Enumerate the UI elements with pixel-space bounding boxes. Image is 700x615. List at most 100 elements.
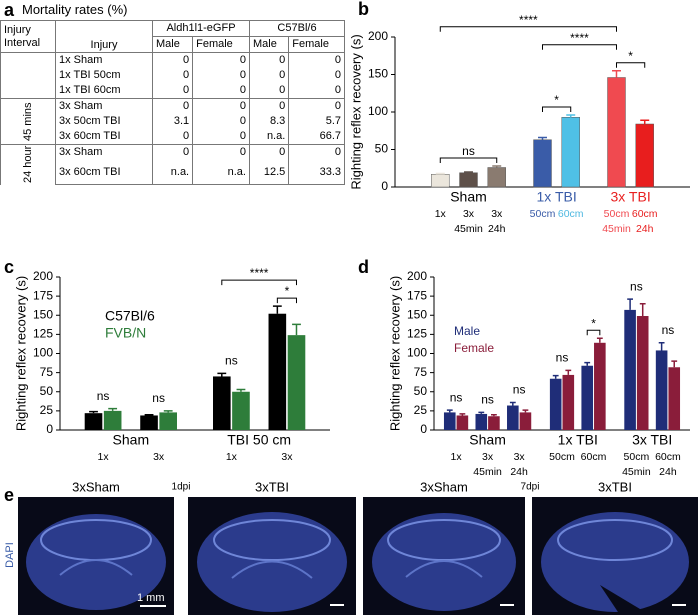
- error-bar: [492, 165, 502, 168]
- x-tick-label: 3x: [482, 451, 494, 463]
- timepoint-label: 1dpi: [172, 482, 191, 493]
- panel-letter: e: [4, 485, 14, 505]
- significance-label: ****: [519, 13, 538, 27]
- bar: [487, 167, 506, 188]
- x-tick-label: 3x: [514, 451, 526, 463]
- significance-bracket: [439, 157, 498, 163]
- y-tick-label: 50: [375, 142, 389, 156]
- error-bar: [612, 70, 621, 78]
- panel-letter: b: [358, 0, 369, 19]
- bar: [287, 335, 306, 430]
- header-cell: Aldh1l1-eGFP: [152, 20, 250, 37]
- y-tick-label: 200: [407, 269, 427, 283]
- significance-bracket: [221, 279, 297, 286]
- value-cell: 8.3: [248, 114, 290, 129]
- significance-bracket: [542, 106, 572, 112]
- error-bar: [144, 413, 154, 416]
- significance-bracket: [542, 44, 617, 50]
- value-cell: 0: [248, 68, 290, 83]
- value-cell: 0: [288, 98, 345, 114]
- value-cell: 0: [288, 68, 345, 83]
- value-cell: 0: [192, 129, 250, 145]
- y-tick-label: 125: [33, 327, 53, 341]
- bar: [456, 415, 469, 430]
- injury-cell: 3x Sham: [55, 144, 153, 160]
- x-tick-label: 1x: [226, 451, 238, 463]
- injury-cell: 3x 50cm TBI: [55, 114, 153, 129]
- x-tick-note: 24h: [636, 223, 654, 235]
- value-cell: 5.7: [288, 114, 345, 129]
- error-bar: [658, 342, 665, 351]
- significance-label: ns: [513, 383, 526, 397]
- error-bar: [639, 303, 646, 317]
- x-tick-note: 45min: [622, 466, 651, 478]
- x-tick-label: 50cm: [624, 451, 650, 463]
- error-bar: [491, 413, 497, 417]
- table-title-row: a Mortality rates (%): [0, 0, 346, 20]
- x-tick-note: 24h: [659, 466, 677, 478]
- header-cell: Female: [192, 36, 250, 53]
- legend-entry: FVB/N: [105, 325, 146, 341]
- table-title: Mortality rates (%): [22, 2, 128, 17]
- y-tick-label: 175: [407, 288, 427, 302]
- value-cell: 0: [192, 83, 250, 99]
- x-tick-label: 1x: [98, 451, 110, 463]
- x-tick-label: 50cm: [604, 208, 630, 220]
- header-cell: Male: [248, 36, 290, 53]
- y-tick-label: 75: [414, 365, 428, 379]
- header-row: Male Female Male Female: [1, 36, 345, 53]
- x-tick-label: 60cm: [655, 451, 681, 463]
- table-row: 3x 60cm TBI n.a. n.a. 12.5 33.3: [1, 160, 345, 185]
- error-bar: [236, 388, 246, 392]
- value-cell: 0: [151, 144, 194, 160]
- bar: [213, 376, 231, 430]
- table-row: 3x 50cm TBI 3.1 0 8.3 5.7: [1, 114, 345, 129]
- y-tick-label: 25: [414, 403, 428, 417]
- value-cell: 33.3: [288, 160, 345, 185]
- table-row: 45 mins 3x Sham 0 0 0 0: [0, 98, 345, 145]
- y-tick-label: 100: [368, 104, 388, 118]
- bar: [519, 412, 532, 430]
- significance-bracket: [276, 297, 297, 304]
- bar: [668, 367, 681, 430]
- value-cell: 0: [151, 83, 194, 99]
- injury-cell: 1x Sham: [55, 52, 153, 68]
- bar: [488, 416, 500, 430]
- bar: [624, 309, 636, 430]
- y-tick-label: 75: [40, 365, 54, 379]
- legend-entry: C57Bl/6: [105, 308, 155, 324]
- significance-label: *: [628, 49, 633, 63]
- panel-letter: c: [4, 257, 14, 277]
- value-cell: 0: [248, 98, 290, 114]
- bar: [635, 123, 654, 188]
- x-tick-label: 3x: [281, 451, 293, 463]
- bar: [594, 342, 606, 430]
- error-bar: [565, 369, 572, 375]
- error-bar: [464, 171, 473, 173]
- value-cell: 3.1: [151, 114, 194, 129]
- error-bar: [627, 298, 633, 310]
- significance-label: ns: [662, 323, 675, 337]
- stain-label: DAPI: [4, 542, 16, 568]
- value-cell: 0: [248, 83, 290, 99]
- significance-label: *: [554, 93, 559, 107]
- group-label: 1x TBI: [558, 432, 598, 448]
- y-tick-label: 150: [33, 307, 53, 321]
- bar: [159, 412, 177, 430]
- x-tick-note: 45min: [473, 466, 502, 478]
- table-row: 1x TBI 50cm 0 0 0 0: [1, 68, 345, 83]
- y-axis-label: Righting reflex recovery (s): [387, 276, 402, 431]
- x-tick-label: 60cm: [581, 451, 607, 463]
- x-tick-note: 24h: [488, 223, 506, 235]
- value-cell: 0: [151, 52, 194, 68]
- legend-entry: Female: [454, 341, 494, 355]
- value-cell: 0: [248, 52, 290, 68]
- x-tick-note: 45min: [602, 223, 631, 235]
- value-cell: 0: [248, 144, 290, 160]
- bar: [561, 117, 580, 188]
- header-cell: C57Bl/6: [248, 20, 346, 37]
- injury-cell: 3x 60cm TBI: [55, 129, 153, 145]
- value-cell: 12.5: [248, 160, 290, 185]
- x-tick-label: 3x: [491, 208, 503, 220]
- injury-cell: 3x 60cm TBI: [55, 160, 153, 185]
